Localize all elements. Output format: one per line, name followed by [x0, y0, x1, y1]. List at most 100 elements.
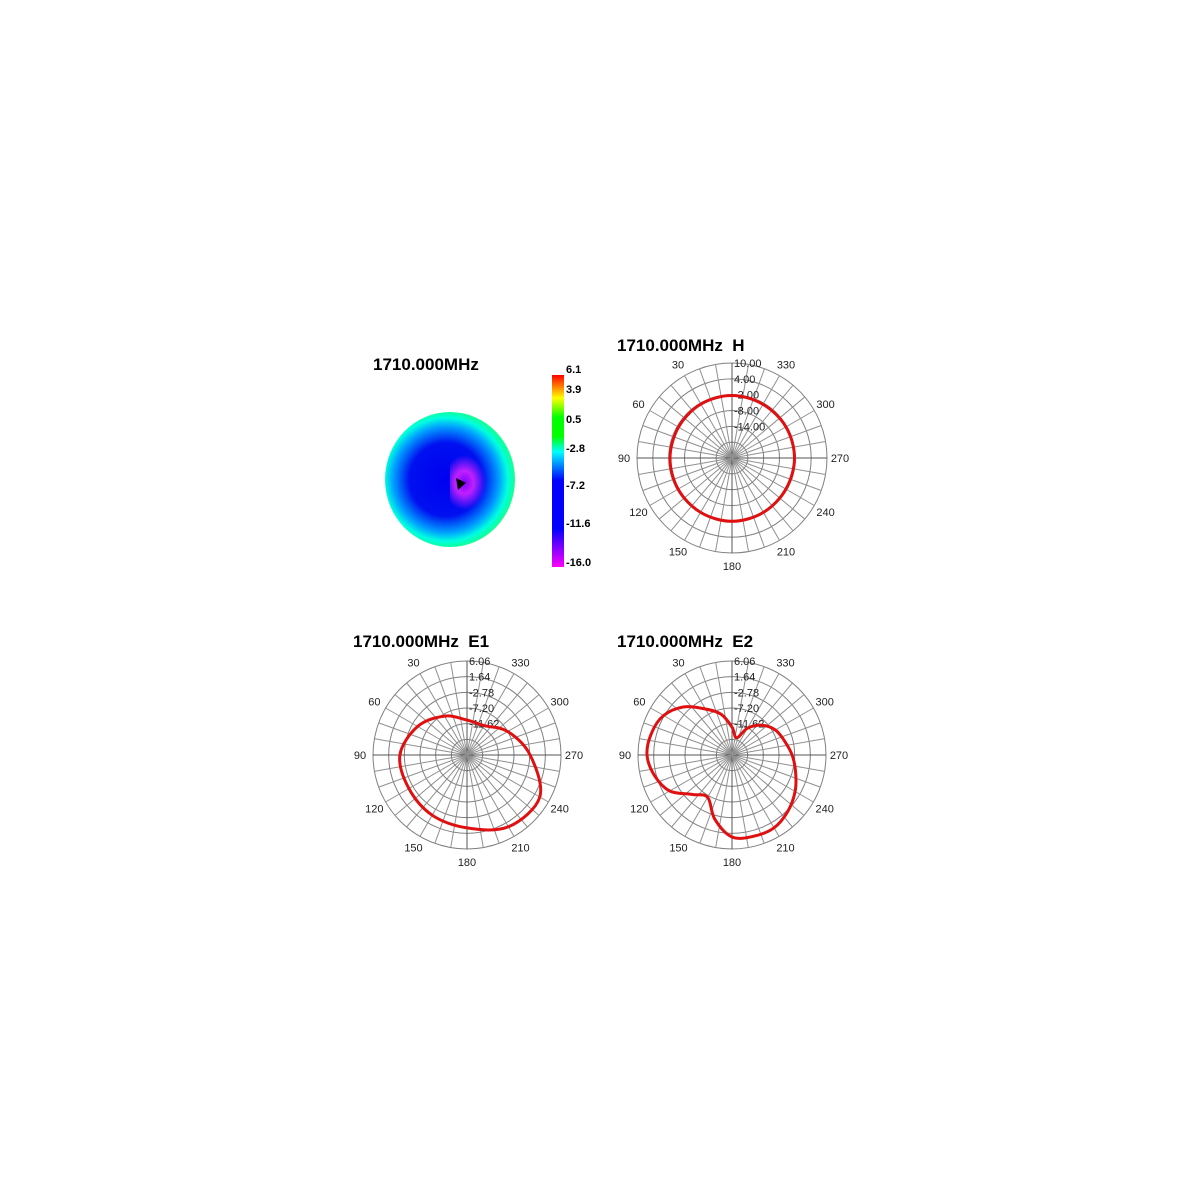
- angle-tick-label: 180: [723, 561, 741, 573]
- grid-spoke: [394, 694, 468, 756]
- grid-spoke: [731, 754, 749, 848]
- grid-spoke: [731, 754, 825, 772]
- angle-tick-label: 120: [630, 804, 648, 816]
- grid-spoke: [649, 457, 733, 506]
- grid-spoke: [731, 707, 814, 756]
- radial-tick-label: -11.62: [734, 719, 764, 731]
- angle-tick-label: 90: [619, 750, 631, 762]
- grid-spoke: [715, 754, 733, 848]
- grid-spoke: [684, 457, 733, 541]
- grid-spoke: [671, 682, 733, 756]
- angle-tick-label: 150: [669, 547, 687, 559]
- grid-spoke: [699, 754, 733, 844]
- grid-spoke: [731, 754, 765, 844]
- grid-spoke: [466, 754, 528, 828]
- angle-tick-label: 180: [458, 857, 476, 869]
- grid-spoke: [374, 754, 468, 772]
- angle-tick-label: 30: [672, 359, 684, 371]
- angle-tick-label: 90: [354, 750, 366, 762]
- grid-spoke: [434, 754, 468, 844]
- grid-spoke: [731, 457, 749, 552]
- grid-spoke: [731, 666, 765, 756]
- grid-spoke: [659, 754, 733, 816]
- grid-spoke: [731, 441, 826, 459]
- angle-tick-label: 120: [365, 804, 383, 816]
- colorbar-tick-label: 6.1: [566, 364, 582, 376]
- grid-spoke: [731, 396, 806, 459]
- angle-tick-label: 180: [723, 857, 741, 869]
- radial-tick-label: -14.00: [734, 421, 765, 433]
- heatmap-null-region: [450, 455, 486, 510]
- radial-tick-label: -7.20: [734, 703, 759, 715]
- angle-tick-label: 60: [633, 697, 645, 709]
- grid-spoke: [731, 457, 822, 491]
- radial-tick-label: -2.78: [734, 687, 759, 699]
- angle-tick-label: 150: [404, 843, 422, 855]
- grid-spoke: [731, 364, 749, 459]
- grid-spoke: [715, 364, 733, 459]
- grid-spoke: [684, 673, 733, 756]
- grid-spoke: [466, 754, 540, 816]
- grid-spoke: [650, 754, 733, 803]
- colorbar-tick-label: -2.8: [566, 443, 585, 455]
- angle-tick-label: 270: [565, 750, 583, 762]
- grid-spoke: [731, 662, 749, 756]
- radial-tick-label: 4.00: [734, 374, 755, 386]
- angle-tick-label: 210: [777, 547, 795, 559]
- grid-spoke: [731, 457, 806, 520]
- grid-spoke: [466, 738, 560, 756]
- grid-spoke: [466, 673, 515, 756]
- grid-spoke: [671, 754, 733, 828]
- grid-spoke: [731, 457, 780, 541]
- grid-spoke: [659, 694, 733, 756]
- angle-tick-label: 300: [816, 399, 834, 411]
- colorbar: [552, 375, 564, 567]
- grid-spoke: [731, 754, 793, 828]
- grid-spoke: [731, 410, 815, 459]
- grid-spoke: [731, 457, 826, 475]
- grid-spoke: [684, 754, 733, 837]
- grid-spoke: [731, 673, 780, 756]
- angle-tick-label: 30: [672, 657, 684, 669]
- radial-tick-label: -8.00: [734, 406, 759, 418]
- grid-spoke: [466, 754, 560, 772]
- polar-e1-title: 1710.000MHz E1: [353, 632, 490, 651]
- grid-spoke: [731, 682, 793, 756]
- radial-tick-label: -7.20: [469, 703, 494, 715]
- angle-tick-label: 240: [550, 804, 568, 816]
- grid-spoke: [731, 368, 765, 459]
- polar-h: 10.004.00-2.00-8.00-14.00306090120150180…: [618, 358, 849, 573]
- grid-spoke: [378, 722, 468, 756]
- polar-e2: 6.06 1.64 -2.78 -7.20 -11.62 30 60 90 120 150 180 2…: [619, 656, 848, 869]
- grid-spoke: [731, 722, 821, 756]
- colorbar-tick-label: -11.6: [566, 518, 591, 530]
- radial-tick-label: 6.06: [734, 656, 755, 668]
- radial-tick-label: 10.00: [734, 358, 762, 370]
- grid-spoke: [670, 457, 733, 532]
- angle-tick-label: 300: [815, 697, 833, 709]
- heatmap-title: 1710.000MHz: [373, 355, 479, 374]
- grid-spoke: [450, 754, 468, 848]
- grid-spoke: [699, 368, 733, 459]
- angle-tick-label: 90: [618, 453, 630, 465]
- angle-tick-label: 150: [669, 843, 687, 855]
- grid-spoke: [385, 707, 468, 756]
- grid-spoke: [649, 410, 733, 459]
- grid-spoke: [466, 682, 528, 756]
- grid-spoke: [642, 425, 733, 459]
- colorbar-tick-label: 0.5: [566, 414, 582, 426]
- grid-spoke: [643, 722, 733, 756]
- polar-h-title: 1710.000MHz H: [617, 336, 745, 355]
- grid-spoke: [731, 754, 821, 788]
- grid-spoke: [419, 754, 468, 837]
- grid-spoke: [715, 457, 733, 552]
- angle-tick-label: 270: [830, 750, 848, 762]
- radial-tick-label: 6.06: [469, 656, 490, 668]
- grid-spoke: [642, 457, 733, 491]
- grid-spoke: [385, 754, 468, 803]
- grid-spoke: [466, 754, 484, 848]
- polar-e2-title: 1710.000MHz E2: [617, 632, 754, 651]
- grid-spoke: [731, 384, 794, 459]
- grid-spoke: [731, 457, 794, 532]
- grid-spoke: [378, 754, 468, 788]
